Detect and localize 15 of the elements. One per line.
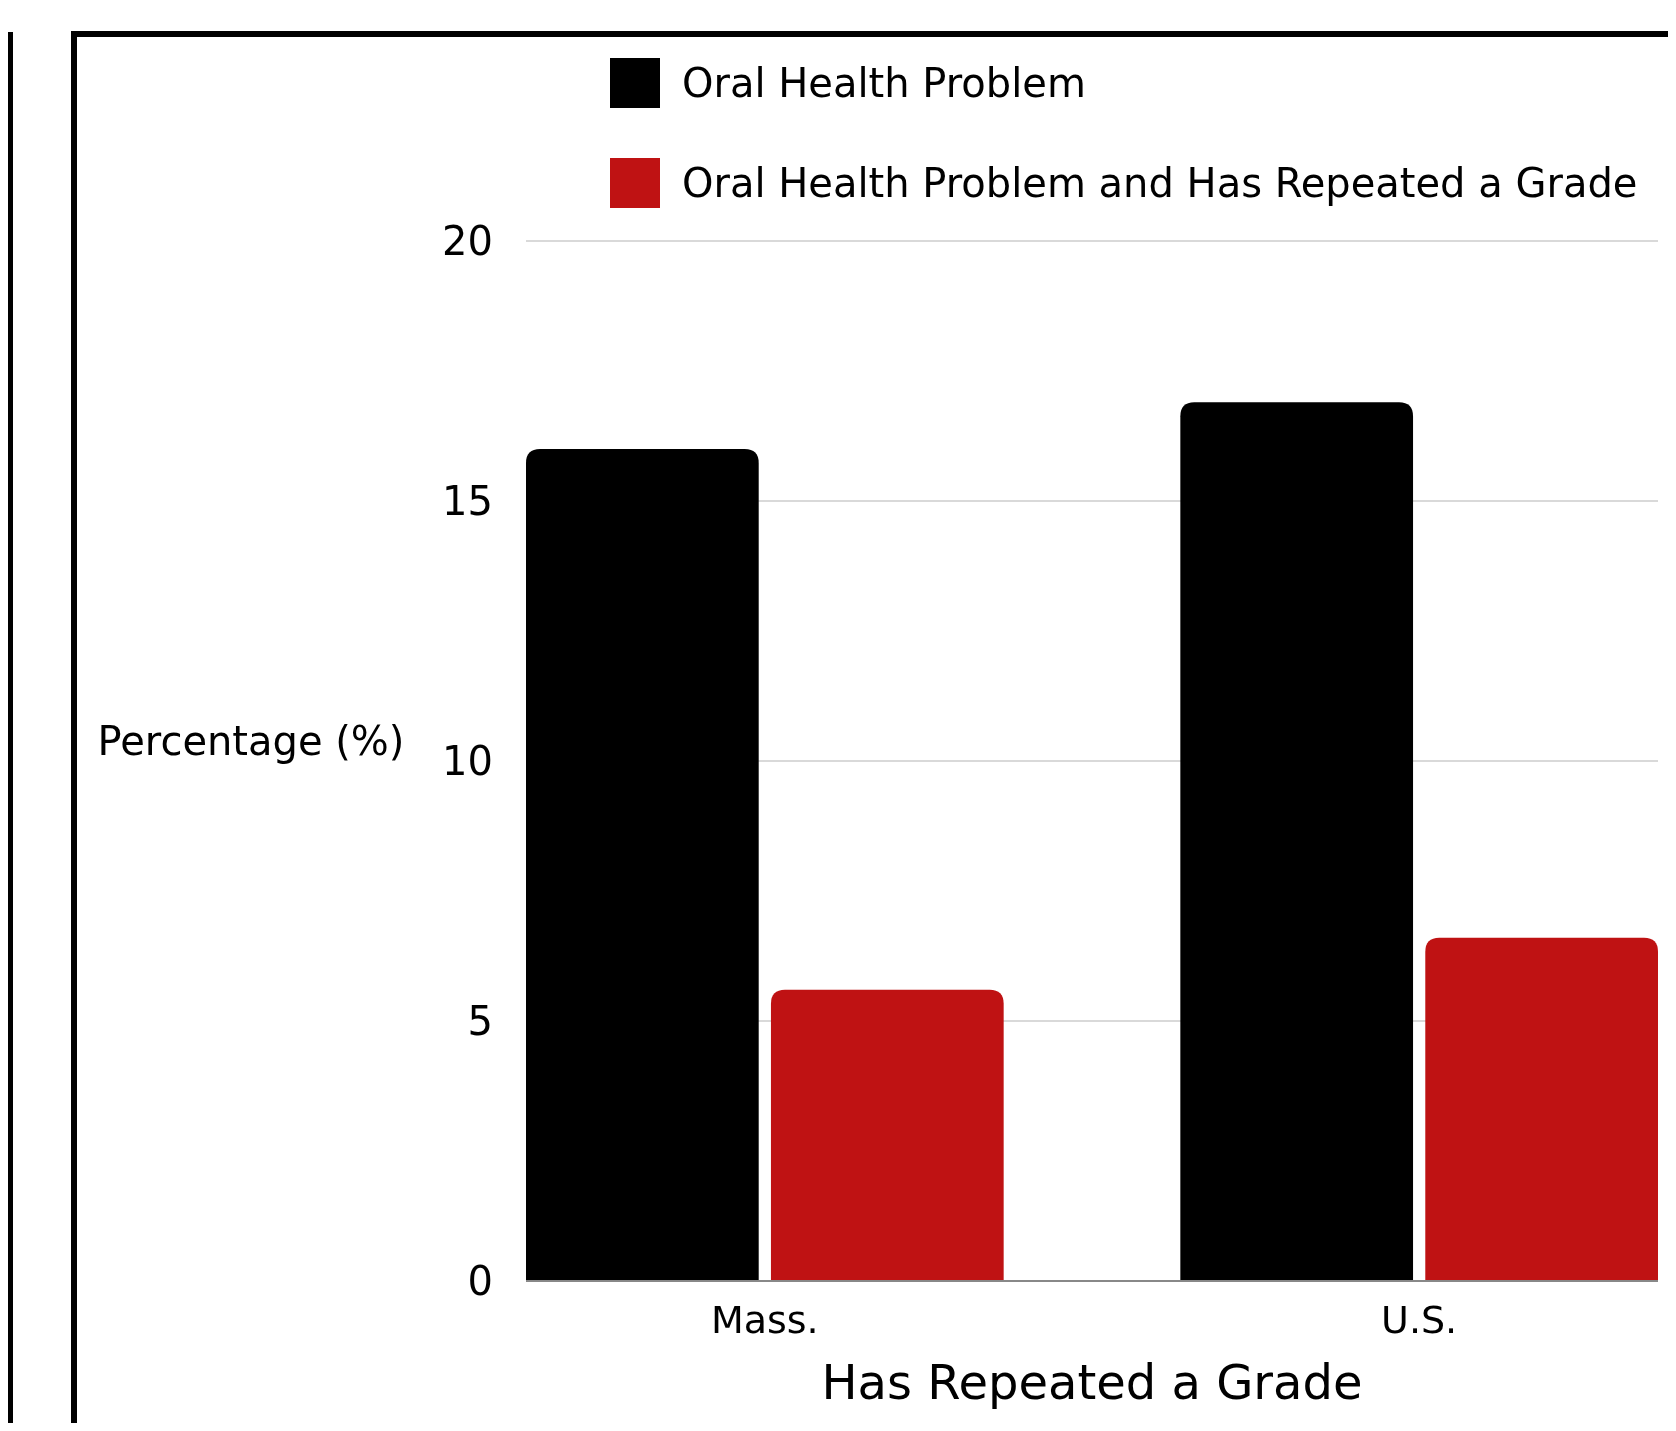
y-tick-label: 10	[442, 738, 493, 784]
bar	[770, 989, 1004, 1281]
x-tick-label: U.S.	[1381, 1298, 1458, 1342]
x-tick-label: Mass.	[710, 1298, 819, 1342]
y-axis-title: Percentage (%)	[97, 718, 405, 764]
y-tick-label: 15	[442, 478, 493, 524]
bar	[1425, 937, 1658, 1281]
bar	[1180, 402, 1414, 1281]
y-tick-label: 0	[467, 1258, 493, 1304]
legend-label: Oral Health Problem	[682, 60, 1086, 106]
legend-label: Oral Health Problem and Has Repeated a Grade	[682, 160, 1638, 206]
bar	[526, 449, 759, 1281]
y-tick-label: 5	[467, 998, 493, 1044]
y-tick-label: 20	[442, 218, 493, 264]
x-axis-title: Has Repeated a Grade	[821, 1354, 1363, 1410]
